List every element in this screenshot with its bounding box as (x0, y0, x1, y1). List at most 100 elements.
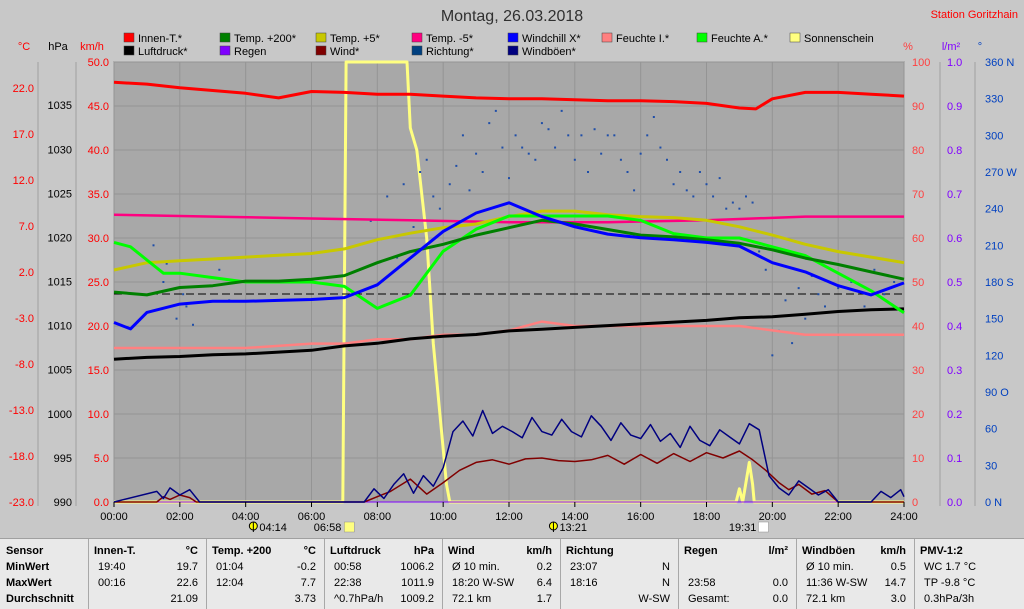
y-tick-label-direction: 240 (985, 204, 1003, 216)
x-tick-label: 20:00 (759, 511, 787, 523)
point-richtung (692, 195, 695, 198)
col-name: Luftdruck (330, 545, 381, 557)
cell-time: TP -9.8 °C (924, 577, 976, 589)
cell-value: 0.2 (536, 561, 552, 573)
point-richtung (817, 293, 820, 296)
y-tick-label-celsius: -8.0 (15, 359, 34, 371)
x-tick-label: 18:00 (693, 511, 721, 523)
series-temp-200 (113, 218, 905, 297)
summary-row-labels: Sensor MinWert MaxWert Durchschnitt (0, 539, 89, 609)
y-tick-label-direction: 90 O (985, 387, 1009, 399)
point-richtung (824, 305, 826, 308)
summary-col: PMV-1:2 WC 1.7 °C TP -9.8 °C 0.3hPa/3h (914, 539, 1024, 609)
unit-kmh: km/h (80, 41, 104, 53)
point-richtung (698, 171, 701, 173)
point-richtung (468, 189, 471, 192)
cell-value: 22.6 (176, 577, 198, 589)
summary-cell-row: TP -9.8 °C (914, 575, 1024, 591)
y-tick-label-hpa: 995 (54, 453, 72, 465)
y-tick-label-direction: 120 (985, 350, 1003, 362)
y-tick-label-direction: 30 (985, 460, 997, 472)
series-feuchte-i (114, 320, 904, 350)
summary-row-label: Sensor (0, 543, 88, 559)
point-richtung (850, 281, 853, 283)
legend-label: Richtung* (426, 46, 474, 58)
point-richtung (175, 317, 178, 320)
summary-cell-row: 0.3hPa/3h (914, 591, 1024, 607)
point-richtung (527, 152, 530, 155)
legend-swatch (315, 32, 327, 43)
point-richtung (514, 134, 517, 137)
point-richtung (685, 189, 688, 192)
cell-value: 0.5 (890, 561, 906, 573)
x-tick-label: 24:00 (890, 511, 918, 523)
summary-row-label: MaxWert (0, 575, 88, 591)
point-richtung (501, 146, 504, 149)
point-richtung (837, 287, 840, 290)
point-richtung (475, 152, 478, 155)
point-richtung (587, 171, 589, 173)
event-time-morning_time: 06:58 (314, 522, 342, 534)
point-richtung (165, 262, 168, 265)
point-richtung (725, 207, 728, 210)
point-richtung (488, 122, 491, 125)
cell-time: 19:40 (98, 561, 126, 573)
col-unit: °C (303, 545, 316, 557)
cell-time: Ø 10 min. (806, 561, 854, 573)
y-tick-label-kmh: 35.0 (88, 189, 109, 201)
summary-cell-row: 12:04 7.7 (206, 575, 324, 591)
y-tick-label-kmh: 45.0 (88, 101, 109, 113)
y-tick-label-direction: 300 (985, 130, 1003, 142)
y-tick-label-direction: 210 (985, 240, 1003, 252)
legend-swatch (411, 32, 423, 43)
series-windb-en (113, 409, 905, 503)
summary-cell-row (678, 559, 796, 575)
x-tick-label: 04:00 (232, 511, 260, 523)
cell-time: ^0.7hPa/h (334, 593, 384, 605)
y-tick-label-direction: 180 S (985, 277, 1014, 289)
row-label: Durchschnitt (6, 593, 74, 605)
weather-chart: 00:00 02:00 04:00 06:00 08:00 10:00 12:00 14:00… (8, 8, 1018, 534)
legend-label: Temp. +200* (234, 33, 297, 45)
cell-value: 0.0 (772, 577, 788, 589)
summary-cell-row: 19:40 19.7 (88, 559, 206, 575)
y-tick-label-celsius: 2.0 (19, 267, 34, 279)
summary-col: Temp. +200 °C 01:04 -0.2 12:04 7.7 3.73 (206, 539, 325, 609)
cell-value: 3.0 (890, 593, 906, 605)
point-richtung (402, 183, 405, 186)
legend-swatch (219, 45, 231, 56)
y-tick-label-direction: 150 (985, 314, 1003, 326)
col-name: Innen-T. (94, 545, 136, 557)
series-feuchte-a (113, 214, 905, 315)
y-tick-label-kmh: 15.0 (88, 365, 109, 377)
y-tick-label-rain: 0.8 (947, 145, 962, 157)
summary-col-header: PMV-1:2 (914, 543, 1024, 559)
col-unit: km/h (880, 545, 906, 557)
summary-cell-row: 22:38 1011.9 (324, 575, 442, 591)
point-richtung (534, 158, 537, 161)
axes-layer: 00:00 02:00 04:00 06:00 08:00 10:00 12:00 14:00… (9, 57, 1017, 523)
point-richtung (679, 171, 682, 173)
event-time-noon: 13:21 (559, 522, 587, 534)
x-tick-label: 06:00 (298, 511, 326, 523)
summary-col: Innen-T. °C 19:40 19.7 00:16 22.6 21.09 (88, 539, 207, 609)
cell-value: -0.2 (297, 561, 316, 573)
y-tick-label-percent: 10 (912, 453, 924, 465)
y-tick-label-percent: 50 (912, 277, 924, 289)
y-tick-label-percent: 100 (912, 57, 930, 69)
summary-cell-row: 18:16 N (560, 575, 678, 591)
legend-label: Feuchte A.* (711, 33, 769, 45)
point-richtung (162, 281, 165, 283)
y-tick-label-kmh: 5.0 (94, 453, 109, 465)
point-richtung (712, 195, 715, 198)
y-tick-label-hpa: 1030 (48, 144, 72, 156)
point-richtung (567, 134, 570, 137)
row-label: MinWert (6, 561, 50, 573)
point-richtung (804, 317, 807, 320)
col-unit: l/m² (768, 545, 788, 557)
summary-row-label: Durchschnitt (0, 591, 88, 607)
col-unit: km/h (526, 545, 552, 557)
legend-swatch (507, 45, 519, 56)
x-tick-label: 16:00 (627, 511, 655, 523)
y-tick-label-direction: 360 N (985, 57, 1014, 69)
